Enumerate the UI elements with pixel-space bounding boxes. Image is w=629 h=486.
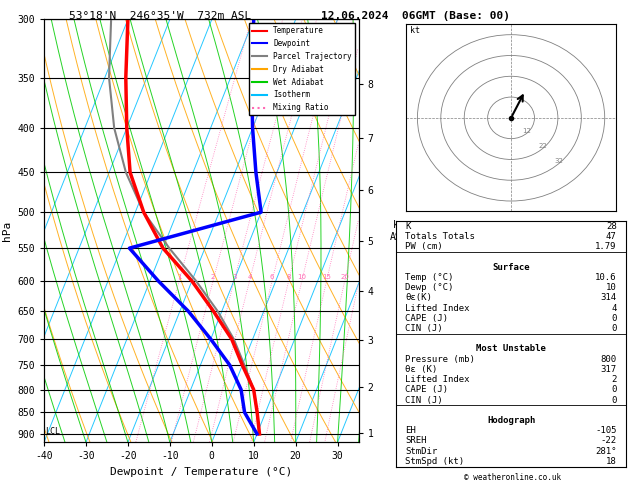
Text: PW (cm): PW (cm) xyxy=(406,242,443,251)
Text: 10: 10 xyxy=(298,275,306,280)
Text: θε(K): θε(K) xyxy=(406,294,432,302)
Y-axis label: km
ASL: km ASL xyxy=(389,220,407,242)
Text: 10.6: 10.6 xyxy=(595,273,616,282)
Text: © weatheronline.co.uk: © weatheronline.co.uk xyxy=(464,473,561,482)
Text: 2: 2 xyxy=(211,275,215,280)
Text: CIN (J): CIN (J) xyxy=(406,324,443,333)
Text: CAPE (J): CAPE (J) xyxy=(406,385,448,394)
Text: Pressure (mb): Pressure (mb) xyxy=(406,355,476,364)
Text: -105: -105 xyxy=(595,426,616,435)
Text: 22: 22 xyxy=(538,143,547,149)
Text: Dewp (°C): Dewp (°C) xyxy=(406,283,454,292)
Text: CIN (J): CIN (J) xyxy=(406,396,443,404)
Text: 314: 314 xyxy=(601,294,616,302)
Text: Temp (°C): Temp (°C) xyxy=(406,273,454,282)
Text: 10: 10 xyxy=(606,283,616,292)
Text: 8: 8 xyxy=(287,275,291,280)
Text: 800: 800 xyxy=(601,355,616,364)
Text: StmSpd (kt): StmSpd (kt) xyxy=(406,457,465,466)
X-axis label: Dewpoint / Temperature (°C): Dewpoint / Temperature (°C) xyxy=(110,467,292,477)
Text: K: K xyxy=(406,222,411,231)
Text: 281°: 281° xyxy=(595,447,616,456)
Text: Lifted Index: Lifted Index xyxy=(406,375,470,384)
Text: Surface: Surface xyxy=(493,262,530,272)
Text: θε (K): θε (K) xyxy=(406,365,438,374)
Text: 4: 4 xyxy=(611,304,616,312)
Text: 18: 18 xyxy=(606,457,616,466)
Text: 12: 12 xyxy=(523,128,532,134)
Text: 28: 28 xyxy=(606,222,616,231)
Text: 2: 2 xyxy=(611,375,616,384)
Text: EH: EH xyxy=(406,426,416,435)
Text: 1.79: 1.79 xyxy=(595,242,616,251)
Text: StmDir: StmDir xyxy=(406,447,438,456)
Text: Lifted Index: Lifted Index xyxy=(406,304,470,312)
Text: 20: 20 xyxy=(340,275,349,280)
Text: 53°18'N  246°35'W  732m ASL: 53°18'N 246°35'W 732m ASL xyxy=(69,11,252,21)
Text: CAPE (J): CAPE (J) xyxy=(406,314,448,323)
Text: 317: 317 xyxy=(601,365,616,374)
Y-axis label: hPa: hPa xyxy=(2,221,12,241)
Text: 15: 15 xyxy=(322,275,331,280)
Text: Hodograph: Hodograph xyxy=(487,416,535,425)
Legend: Temperature, Dewpoint, Parcel Trajectory, Dry Adiabat, Wet Adiabat, Isotherm, Mi: Temperature, Dewpoint, Parcel Trajectory… xyxy=(248,23,355,115)
Text: 0: 0 xyxy=(611,324,616,333)
Text: 4: 4 xyxy=(247,275,252,280)
Text: 0: 0 xyxy=(611,385,616,394)
Text: Totals Totals: Totals Totals xyxy=(406,232,476,241)
Text: Most Unstable: Most Unstable xyxy=(476,345,546,353)
Text: 47: 47 xyxy=(606,232,616,241)
Text: kt: kt xyxy=(410,26,420,35)
Text: LCL: LCL xyxy=(45,427,60,436)
Text: -22: -22 xyxy=(601,436,616,446)
Text: 0: 0 xyxy=(611,396,616,404)
Text: 6: 6 xyxy=(270,275,274,280)
Text: 0: 0 xyxy=(611,314,616,323)
Text: 32: 32 xyxy=(554,158,563,164)
Text: 3: 3 xyxy=(232,275,237,280)
Text: 12.06.2024  06GMT (Base: 00): 12.06.2024 06GMT (Base: 00) xyxy=(321,11,509,21)
Text: 1: 1 xyxy=(177,275,182,280)
Text: SREH: SREH xyxy=(406,436,427,446)
